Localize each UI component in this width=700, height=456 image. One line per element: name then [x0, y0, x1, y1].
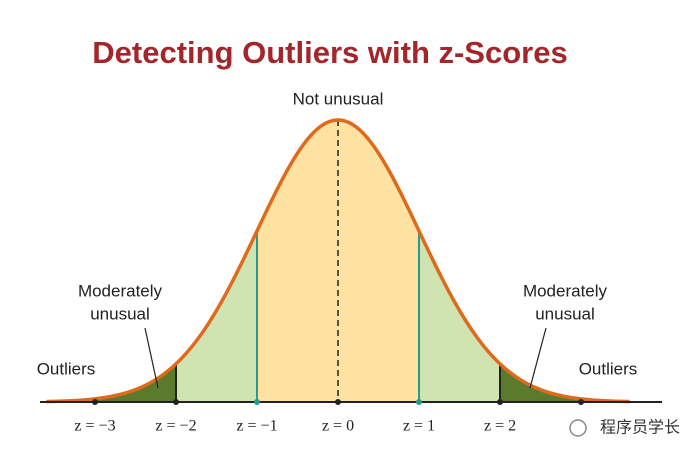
- z-tick-label: z = −1: [236, 418, 277, 435]
- moderate-right-label: unusual: [535, 304, 595, 323]
- moderate-left-label: Moderately: [78, 281, 163, 300]
- axis-dot: [92, 399, 98, 405]
- outliers-left-label: Outliers: [37, 359, 96, 378]
- center-label: Not unusual: [293, 89, 384, 108]
- pointer: [144, 327, 159, 389]
- axis-dot: [173, 399, 179, 405]
- axis-dot: [335, 399, 341, 405]
- z-tick-label: z = 0: [322, 418, 354, 435]
- region: [500, 363, 630, 402]
- axis-dot: [497, 399, 503, 405]
- region: [46, 363, 177, 402]
- z-tick-label: z = 1: [403, 418, 435, 435]
- moderate-left-label: unusual: [90, 304, 150, 323]
- axis-dot: [416, 399, 422, 405]
- watermark-icon: [569, 419, 587, 437]
- moderate-right-label: Moderately: [523, 281, 608, 300]
- pointer: [529, 327, 547, 389]
- axis-dot: [254, 399, 260, 405]
- z-tick-label: z = −2: [155, 418, 196, 435]
- outliers-right-label: Outliers: [579, 359, 638, 378]
- curve-group: [46, 118, 630, 404]
- axis-dot: [578, 399, 584, 405]
- z-tick-label: z = 2: [484, 418, 516, 435]
- watermark: 程序员学长: [600, 418, 680, 437]
- curve: [46, 118, 630, 404]
- title: Detecting Outliers with z-Scores: [92, 35, 567, 70]
- z-tick-label: z = −3: [74, 418, 115, 435]
